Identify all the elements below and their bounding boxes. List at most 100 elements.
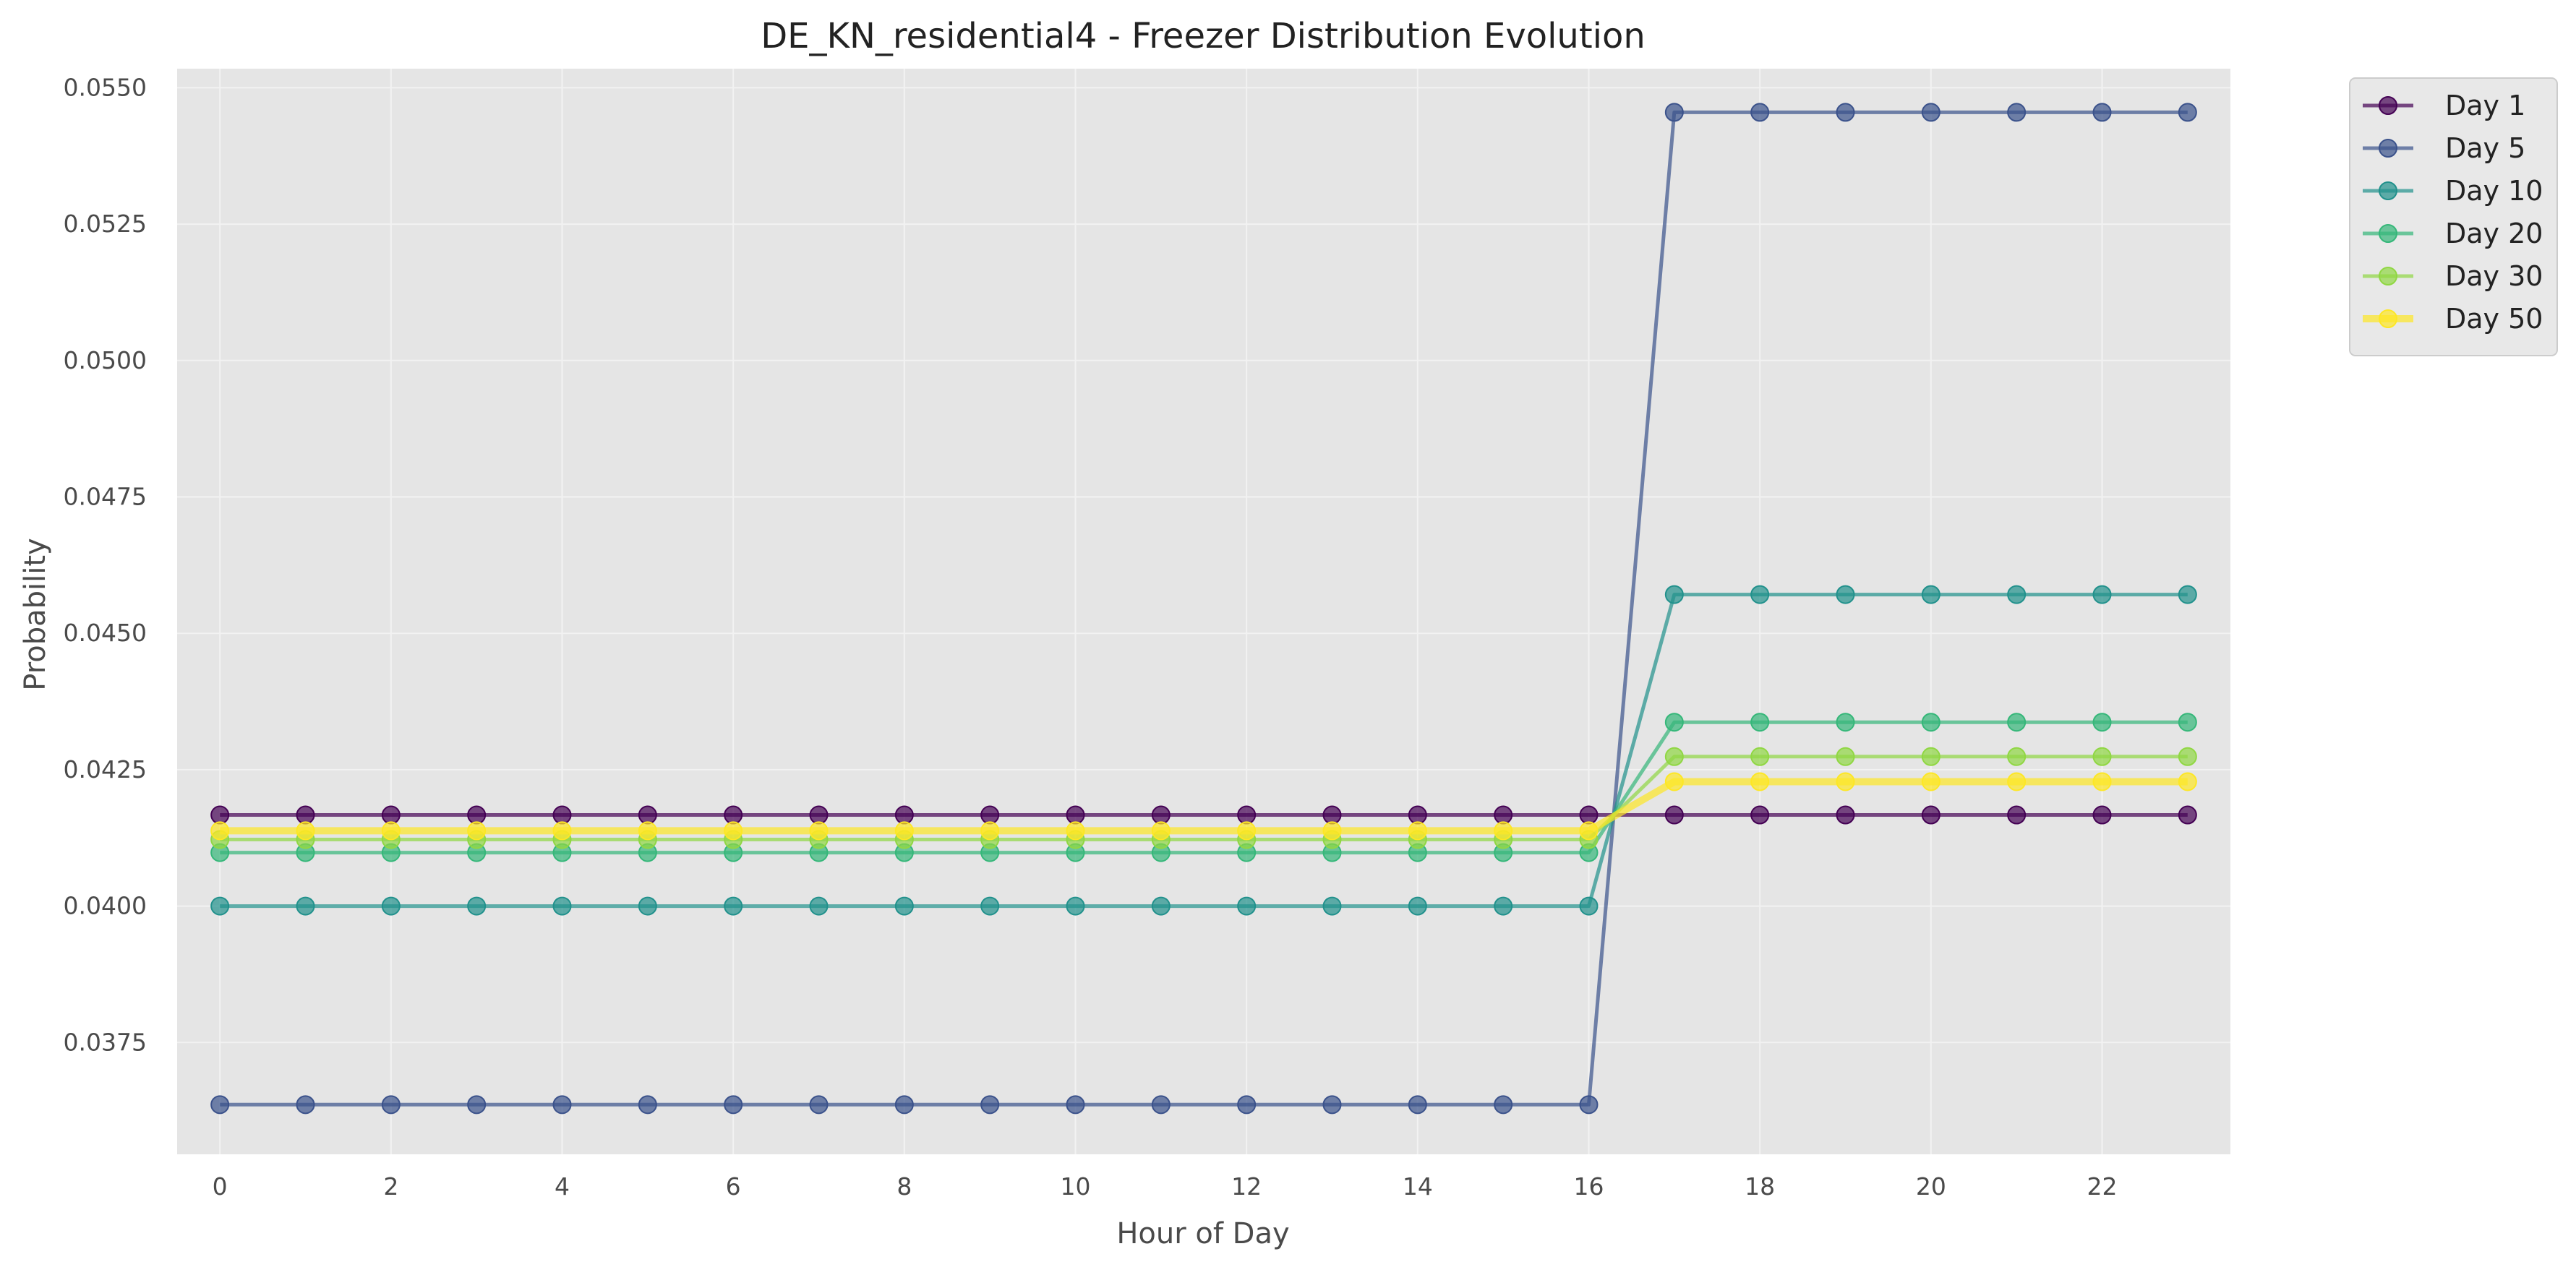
data-point [638,805,657,825]
series-line [220,755,2188,841]
data-point [210,896,230,916]
x-tick-label: 22 [2087,1172,2118,1201]
data-point [1921,772,1940,791]
data-point [1750,713,1770,732]
data-point [1237,821,1257,841]
x-tick-label: 4 [555,1172,570,1201]
data-point [724,805,743,825]
data-point [2178,805,2197,825]
data-point [1921,805,1940,825]
x-tick-label: 6 [726,1172,741,1201]
series-line [220,720,2188,855]
data-point [381,1095,401,1115]
data-point [1494,805,1513,825]
data-point [381,821,401,841]
data-point [1750,585,1770,604]
data-point [1664,103,1684,122]
data-point [210,805,230,825]
data-point [980,896,1000,916]
y-tick-label: 0.0500 [64,346,147,374]
data-point [1836,103,1855,122]
data-point [1836,713,1855,732]
legend-label: Day 1 [2445,90,2525,121]
data-point [1750,103,1770,122]
data-point [2092,103,2112,122]
y-tick-label: 0.0425 [64,755,147,784]
data-point [2092,805,2112,825]
data-point [467,896,487,916]
data-point [894,821,914,841]
data-point [2092,772,2112,791]
data-point [1151,805,1171,825]
legend-swatch-marker [2379,267,2397,286]
data-point [1921,103,1940,122]
data-point [2007,747,2027,766]
data-point [210,1095,230,1115]
tick-labels: 0 2 4 6 8 10 12 14 16 18 20 22 0.0375 0.0400 0.0425 0.0… [64,73,2118,1201]
x-tick-label: 0 [213,1172,228,1201]
y-tick-label: 0.0550 [64,73,147,101]
data-point [980,821,1000,841]
data-point [638,1095,657,1115]
legend-label: Day 20 [2445,218,2543,249]
data-point [894,896,914,916]
data-point [809,1095,829,1115]
data-point [1066,896,1085,916]
data-point [724,1095,743,1115]
data-point [1322,896,1342,916]
data-point [1066,1095,1085,1115]
data-point [2178,585,2197,604]
data-point [1579,805,1599,825]
data-point [1066,805,1085,825]
data-point [2007,103,2027,122]
series-group [210,103,2197,1115]
data-point [2178,103,2197,122]
data-point [1408,821,1427,841]
data-point [2092,713,2112,732]
data-point [1921,747,1940,766]
data-point [1408,805,1427,825]
x-tick-label: 12 [1231,1172,1262,1201]
data-point [1750,805,1770,825]
data-point [1322,805,1342,825]
data-point [1921,713,1940,732]
data-point [1237,805,1257,825]
data-point [724,821,743,841]
data-point [381,896,401,916]
data-point [894,805,914,825]
data-point [1836,585,1855,604]
legend-label: Day 5 [2445,132,2525,164]
gridlines [177,69,2230,1154]
data-point [809,896,829,916]
series-group [210,772,2197,841]
y-tick-label: 0.0450 [64,619,147,647]
data-point [1836,747,1855,766]
legend-swatch-marker [2379,139,2397,158]
data-point [2178,747,2197,766]
data-point [980,1095,1000,1115]
series-group [210,805,2197,825]
data-point [1494,896,1513,916]
data-point [1151,821,1171,841]
data-point [1237,896,1257,916]
data-point [809,805,829,825]
data-point [1750,772,1770,791]
data-point [381,805,401,825]
y-axis-label: Probability [19,538,52,690]
x-tick-label: 16 [1574,1172,1604,1201]
data-point [1494,1095,1513,1115]
data-point [1836,772,1855,791]
data-point [1664,805,1684,825]
data-point [1322,1095,1342,1115]
plot-area [177,69,2230,1154]
data-point [1664,713,1684,732]
legend-label: Day 10 [2445,175,2543,207]
data-point [552,896,572,916]
data-point [1066,821,1085,841]
x-tick-label: 18 [1745,1172,1775,1201]
data-point [1322,821,1342,841]
legend-label: Day 30 [2445,260,2543,292]
data-point [296,896,315,916]
legend-swatch-marker [2379,181,2397,200]
